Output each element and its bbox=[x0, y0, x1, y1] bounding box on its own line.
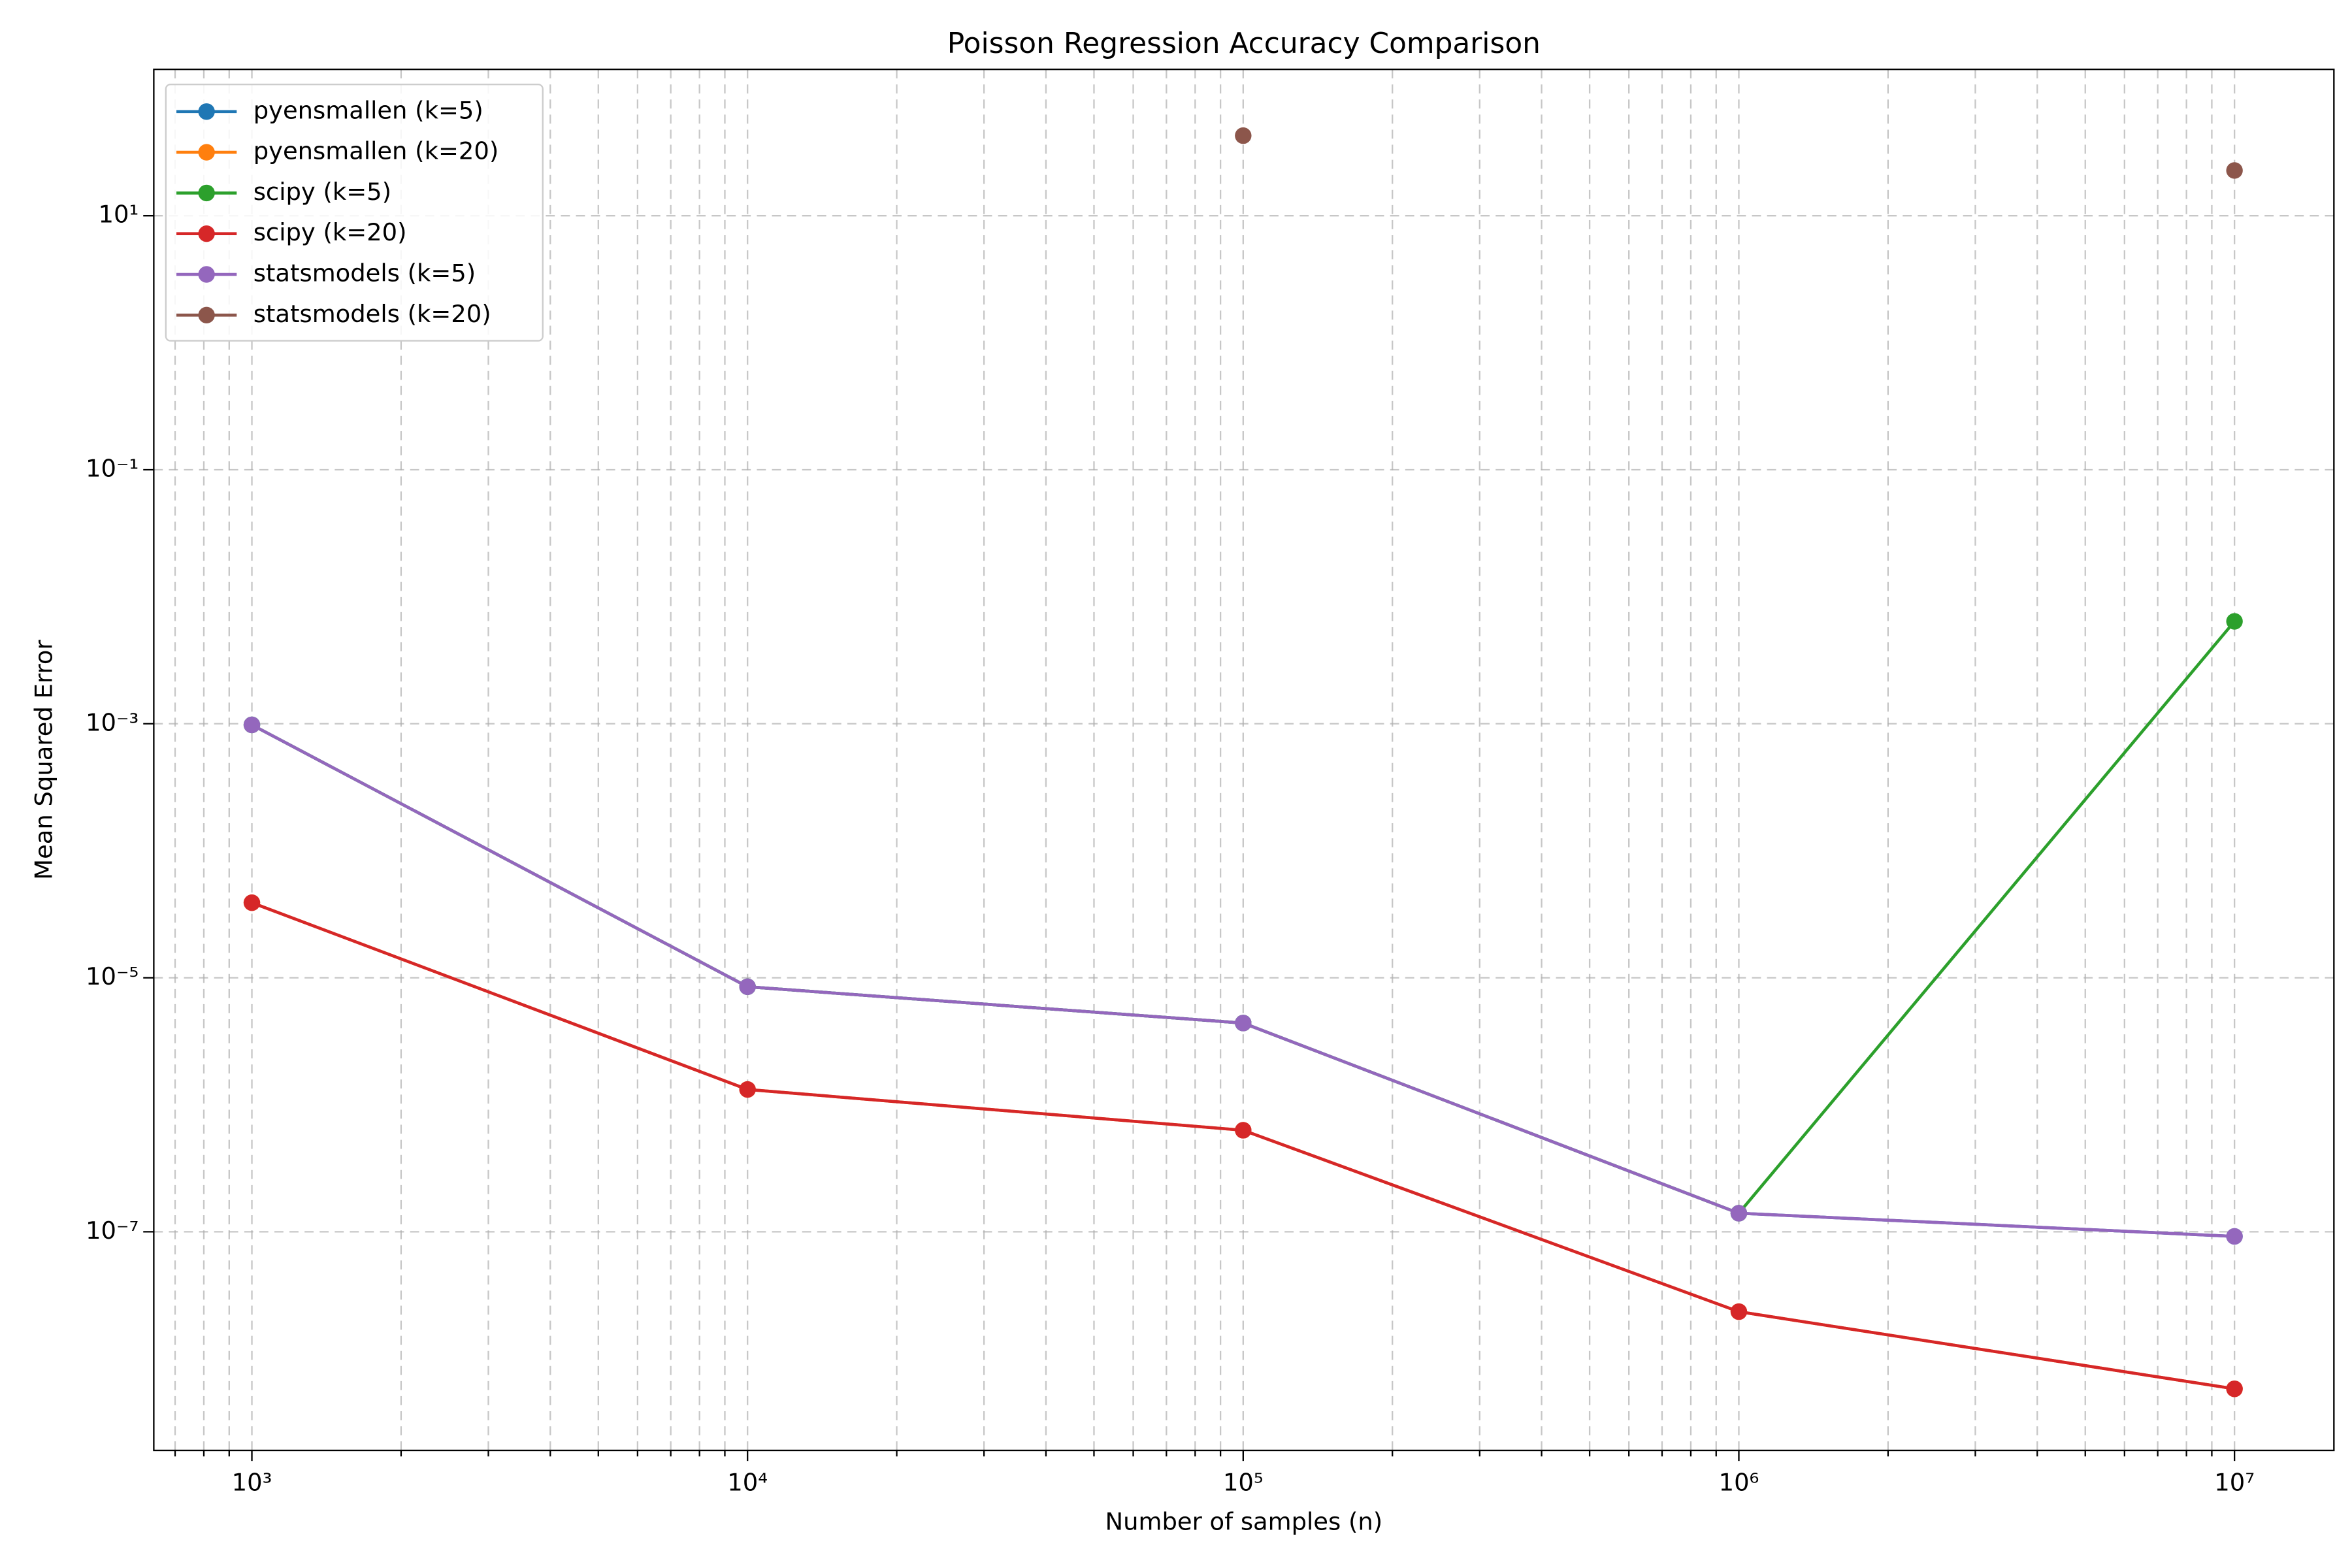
x-tick-label: 10⁵ bbox=[1223, 1468, 1264, 1496]
data-point bbox=[1730, 1205, 1748, 1222]
y-tick-label: 10⁻¹ bbox=[86, 454, 139, 482]
legend-box bbox=[165, 84, 544, 342]
legend-marker bbox=[198, 266, 215, 283]
legend-label: statsmodels (k=5) bbox=[253, 259, 476, 287]
legend-label: statsmodels (k=20) bbox=[253, 300, 491, 328]
legend-label: pyensmallen (k=5) bbox=[253, 96, 483, 124]
legend-marker bbox=[198, 184, 215, 202]
legend-marker bbox=[198, 225, 215, 242]
data-point bbox=[1235, 1015, 1252, 1032]
data-point bbox=[243, 894, 261, 911]
x-axis-label: Number of samples (n) bbox=[1105, 1507, 1383, 1535]
x-tick-label: 10⁴ bbox=[727, 1468, 768, 1496]
legend-marker bbox=[198, 306, 215, 323]
y-tick-label: 10⁻⁵ bbox=[86, 962, 139, 990]
data-point bbox=[1730, 1303, 1748, 1320]
x-tick-label: 10⁶ bbox=[1719, 1468, 1759, 1496]
legend-marker bbox=[198, 103, 215, 120]
legend-marker bbox=[198, 144, 215, 161]
plot-frame bbox=[153, 68, 2335, 1452]
y-axis-label: Mean Squared Error bbox=[30, 640, 58, 880]
chart-title: Poisson Regression Accuracy Comparison bbox=[947, 27, 1541, 60]
data-point bbox=[2226, 613, 2243, 630]
y-tick-label: 10¹ bbox=[99, 201, 139, 229]
data-point bbox=[2226, 1228, 2243, 1245]
y-tick-label: 10⁻⁷ bbox=[86, 1217, 139, 1245]
data-point bbox=[2226, 1380, 2243, 1397]
legend-label: scipy (k=20) bbox=[253, 218, 407, 246]
legend: pyensmallen (k=5) pyensmallen (k=20) scipy… bbox=[165, 84, 544, 342]
data-point bbox=[1235, 1122, 1252, 1139]
data-point bbox=[2226, 162, 2243, 179]
data-point bbox=[243, 716, 261, 734]
y-tick-label: 10⁻³ bbox=[86, 708, 139, 736]
data-point bbox=[739, 978, 756, 995]
legend-label: scipy (k=5) bbox=[253, 178, 391, 206]
x-tick-label: 10⁷ bbox=[2214, 1468, 2255, 1496]
data-point bbox=[739, 1081, 756, 1098]
legend-label: pyensmallen (k=20) bbox=[253, 137, 499, 165]
data-point bbox=[1235, 127, 1252, 144]
x-tick-label: 10³ bbox=[232, 1468, 272, 1496]
